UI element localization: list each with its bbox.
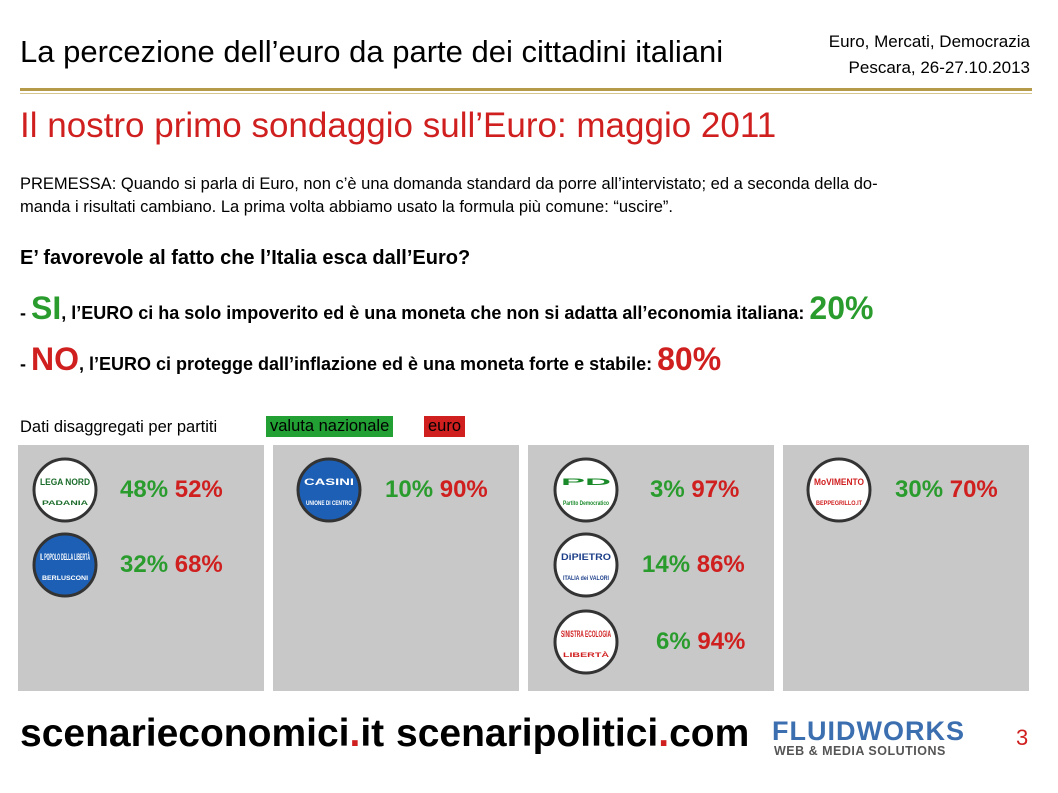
euro-pct: 52% — [174, 476, 223, 503]
logo-text: SINISTRA ECOLOGIA — [561, 629, 611, 639]
logo-text: ITALIA dei VALORI — [563, 576, 609, 582]
premise-line: manda i risultati cambiano. La prima vol… — [20, 198, 673, 216]
party-logo: PD Partito Democratico — [553, 457, 619, 523]
percentages: 3% 97% — [650, 476, 739, 504]
dot: . — [349, 712, 361, 755]
dash: - — [20, 303, 31, 323]
party-logo: DiPIETRO ITALIA dei VALORI — [553, 532, 619, 598]
euro-pct: 94% — [697, 628, 746, 655]
site: scenaripolitici — [396, 712, 659, 755]
answer-text: , l’EURO ci protegge dall’inflazione ed … — [79, 354, 658, 374]
euro-pct: 68% — [174, 551, 223, 578]
brand: FLUIDWORKS — [772, 716, 965, 746]
percentages: 32% 68% — [120, 551, 223, 579]
logo-text: UNIONE DI CENTRO — [306, 501, 352, 507]
logo-text: MoVIMENTO — [814, 477, 864, 487]
logo-text: BERLUSCONI — [42, 576, 88, 582]
answer-word: NO — [31, 341, 79, 377]
panel: PD Partito Democratico 3% 97% DiPIETRO ITALI… — [528, 445, 774, 691]
panel: CASINI UNIONE DI CENTRO 10% 90% — [273, 445, 519, 691]
panel: MoVIMENTO BEPPEGRILLO.IT 30% 70% — [783, 445, 1029, 691]
logo-circle — [32, 457, 98, 523]
answer-text: , l’EURO ci ha solo impoverito ed è una … — [61, 303, 810, 323]
site: scenarieconomici — [20, 712, 350, 755]
logo-text: DiPIETRO — [561, 552, 611, 562]
tld: com — [669, 712, 750, 755]
page-number: 3 — [1016, 725, 1029, 750]
tld: it — [360, 712, 385, 755]
euro-pct: 97% — [691, 476, 740, 503]
valuta-pct: 3% — [650, 476, 685, 503]
answer-word: SI — [31, 290, 62, 326]
logo-text: IL POPOLO DELLA LIBERTÀ — [40, 552, 90, 562]
question: E’ favorevole al fatto che l’Italia esca… — [20, 247, 471, 269]
site-2: scenaripolitici.com — [396, 712, 749, 756]
answer: - SI, l’EURO ci ha solo impoverito ed è … — [20, 290, 873, 327]
site-1: scenarieconomici.it — [20, 712, 384, 756]
logo-text: BEPPEGRILLO.IT — [816, 501, 862, 507]
legend-valuta: valuta nazionale — [266, 416, 394, 437]
valuta-pct: 6% — [656, 628, 691, 655]
answer: - NO, l’EURO ci protegge dall’inflazione… — [20, 341, 721, 378]
panel: LEGA NORD PADANIA 48% 52% IL POPOLO DELLA L… — [18, 445, 264, 691]
dot: . — [658, 712, 670, 755]
valuta-pct: 32% — [120, 551, 169, 578]
answer-result: 80% — [657, 341, 722, 377]
place: Pescara, 26-27.10.2013 — [848, 58, 1030, 77]
answer-result: 20% — [809, 290, 874, 326]
gap — [433, 476, 440, 503]
brand-sub: WEB & MEDIA SOLUTIONS — [774, 744, 946, 758]
gap — [943, 476, 950, 503]
title: La percezione dell’euro da parte dei cit… — [20, 34, 724, 69]
percentages: 10% 90% — [385, 476, 488, 504]
logo-text: CASINI — [304, 477, 354, 487]
event: Euro, Mercati, Democrazia — [828, 32, 1030, 51]
logo-text: LEGA NORD — [40, 477, 90, 487]
euro-pct: 90% — [439, 476, 488, 503]
percentages: 6% 94% — [656, 628, 745, 656]
logo-text: Partito Democratico — [563, 501, 609, 507]
logo-circle — [553, 532, 619, 598]
percentages: 48% 52% — [120, 476, 223, 504]
party-logo: CASINI UNIONE DI CENTRO — [296, 457, 362, 523]
gap — [690, 551, 697, 578]
logo-text: PADANIA — [42, 501, 89, 507]
euro-pct: 86% — [696, 551, 745, 578]
logo-circle — [32, 532, 98, 598]
legend-label: Dati disaggregati per partiti — [20, 418, 218, 436]
subtitle: Il nostro primo sondaggio sull’Euro: mag… — [20, 106, 777, 145]
gap — [168, 551, 175, 578]
valuta-pct: 14% — [642, 551, 691, 578]
logo-circle — [296, 457, 362, 523]
percentages: 30% 70% — [895, 476, 998, 504]
gap — [168, 476, 175, 503]
valuta-pct: 10% — [385, 476, 434, 503]
logo-circle — [806, 457, 872, 523]
percentages: 14% 86% — [642, 551, 745, 579]
valuta-pct: 48% — [120, 476, 169, 503]
party-logo: SINISTRA ECOLOGIA LIBERTÀ — [553, 609, 619, 675]
party-logo: MoVIMENTO BEPPEGRILLO.IT — [806, 457, 872, 523]
logo-circle — [553, 457, 619, 523]
euro-pct: 70% — [949, 476, 998, 503]
rule — [20, 93, 1032, 94]
legend-euro: euro — [424, 416, 466, 437]
party-logo: IL POPOLO DELLA LIBERTÀ BERLUSCONI — [32, 532, 98, 598]
rule — [20, 88, 1032, 91]
dash: - — [20, 354, 31, 374]
logo-text: LIBERTÀ — [563, 652, 610, 659]
logo-text: PD — [561, 477, 613, 487]
party-logo: LEGA NORD PADANIA — [32, 457, 98, 523]
valuta-pct: 30% — [895, 476, 944, 503]
logo-circle — [553, 609, 619, 675]
premise-line: PREMESSA: Quando si parla di Euro, non c… — [20, 175, 878, 193]
